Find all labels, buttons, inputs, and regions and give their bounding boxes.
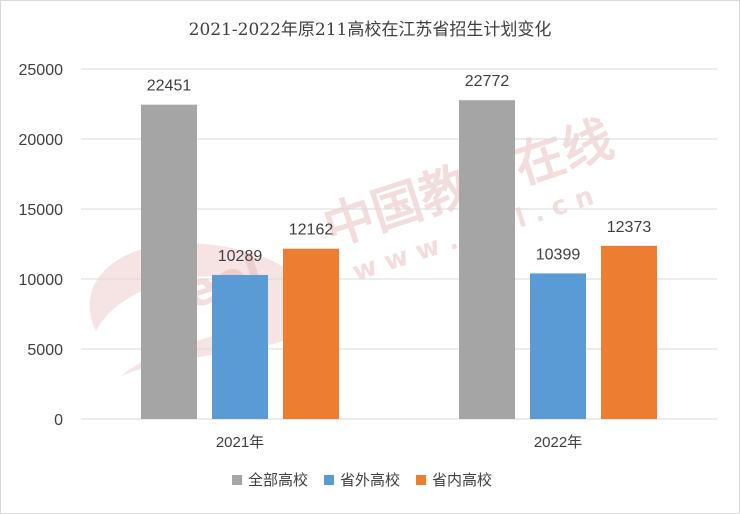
bar-3-1 bbox=[283, 248, 339, 419]
y-tick-label: 25000 bbox=[19, 62, 64, 79]
data-labels: 22451 10289 12162 22772 10399 12373 bbox=[147, 73, 652, 265]
legend-label: 省外高校 bbox=[340, 472, 400, 489]
legend-swatch bbox=[324, 475, 334, 485]
data-label: 10289 bbox=[218, 248, 263, 265]
y-tick-label: 10000 bbox=[19, 272, 64, 289]
bar-3-2 bbox=[601, 245, 657, 419]
legend-label: 省内高校 bbox=[432, 472, 492, 489]
y-tick-label: 15000 bbox=[19, 202, 64, 219]
y-axis-ticks: 0 5000 10000 15000 20000 25000 bbox=[19, 62, 64, 429]
x-axis-categories: 2021年 2022年 bbox=[216, 434, 582, 451]
data-label: 22451 bbox=[147, 78, 192, 95]
legend-label: 全部高校 bbox=[248, 471, 308, 489]
y-tick-label: 20000 bbox=[19, 132, 64, 149]
data-label: 12162 bbox=[289, 222, 334, 239]
legend-swatch bbox=[416, 475, 426, 485]
y-tick-label: 0 bbox=[54, 412, 63, 429]
bar-2-2 bbox=[530, 273, 586, 419]
x-category-label: 2022年 bbox=[534, 434, 582, 451]
y-tick-label: 5000 bbox=[27, 342, 63, 359]
data-label: 22772 bbox=[465, 73, 510, 90]
bar-1-2 bbox=[459, 100, 515, 419]
bar-1-1 bbox=[141, 104, 197, 419]
data-label: 10399 bbox=[536, 246, 581, 263]
legend-swatch bbox=[232, 475, 242, 485]
bar-2-1 bbox=[212, 274, 268, 419]
data-label: 12373 bbox=[607, 219, 652, 236]
chart-title: 2021-2022年原211高校在江苏省招生计划变化 bbox=[189, 20, 552, 40]
bars bbox=[141, 100, 657, 419]
x-category-label: 2021年 bbox=[216, 434, 264, 451]
legend: 全部高校 省外高校 省内高校 bbox=[232, 471, 492, 489]
